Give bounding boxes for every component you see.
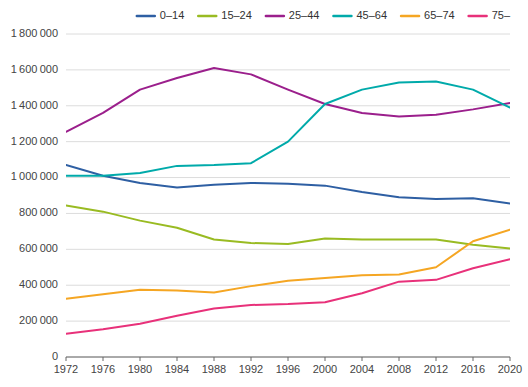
grid-line (66, 177, 510, 178)
x-tick (251, 357, 252, 361)
grid-line (66, 285, 510, 286)
legend-swatch (137, 15, 155, 18)
chart: 0 200 000 400 000 600 000 800 000 1 000 000 1 … (0, 0, 528, 387)
x-axis: 1972 1976 1980 1984 1988 1992 1996 2000 2004 2008… (54, 357, 522, 375)
series-line (66, 230, 510, 299)
legend-label: 45–64 (356, 9, 387, 21)
legend-item: 45–64 (333, 9, 387, 21)
legend-item: 75– (469, 9, 511, 21)
grid-line (66, 213, 510, 214)
x-tick (66, 357, 67, 361)
x-tick-label: 1988 (202, 363, 226, 375)
y-tick-label: 400 000 (19, 278, 58, 290)
legend-item: 25–44 (266, 9, 320, 21)
y-grid (66, 34, 510, 357)
x-tick (399, 357, 400, 361)
legend-swatch (198, 15, 216, 18)
grid-line (66, 321, 510, 322)
series-lines (66, 68, 510, 334)
legend-label: 75– (492, 9, 511, 21)
legend-label: 0–14 (160, 9, 184, 21)
y-tick-label: 1 000 000 (11, 170, 58, 182)
x-tick-label: 1980 (128, 363, 152, 375)
y-tick-label: 1 200 000 (11, 135, 58, 147)
x-tick-label: 2012 (424, 363, 448, 375)
x-tick-label: 2000 (313, 363, 337, 375)
series-line (66, 68, 510, 132)
grid-line (66, 105, 510, 106)
x-tick-label: 2016 (461, 363, 485, 375)
x-tick (214, 357, 215, 361)
x-tick (510, 357, 511, 361)
legend-label: 15–24 (221, 9, 252, 21)
x-tick (177, 357, 178, 361)
grid-line (66, 69, 510, 70)
legend-item: 15–24 (198, 9, 252, 21)
x-tick-label: 1996 (276, 363, 300, 375)
y-tick-label: 1 800 000 (11, 27, 58, 39)
y-tick-label: 1 400 000 (11, 99, 58, 111)
x-tick-label: 2004 (350, 363, 374, 375)
x-tick (436, 357, 437, 361)
x-tick (362, 357, 363, 361)
y-tick-label: 0 (52, 350, 58, 362)
y-tick-labels: 0 200 000 400 000 600 000 800 000 1 000 000 1 … (11, 27, 58, 362)
grid-line (66, 249, 510, 250)
series-line (66, 165, 510, 204)
legend-swatch (333, 15, 351, 18)
y-tick-label: 800 000 (19, 206, 58, 218)
x-tick-label: 2008 (387, 363, 411, 375)
x-tick-label: 1976 (91, 363, 115, 375)
x-tick (288, 357, 289, 361)
legend-item: 0–14 (137, 9, 184, 21)
x-tick-label: 2020 (498, 363, 522, 375)
x-tick-label: 1992 (239, 363, 263, 375)
x-tick (473, 357, 474, 361)
y-tick-label: 200 000 (19, 314, 58, 326)
legend-swatch (469, 15, 487, 18)
series-line (66, 82, 510, 176)
y-tick-label: 600 000 (19, 242, 58, 254)
series-line (66, 259, 510, 333)
grid-line (66, 34, 510, 35)
y-tick-label: 1 600 000 (11, 63, 58, 75)
x-tick (140, 357, 141, 361)
x-tick (325, 357, 326, 361)
x-tick-label: 1984 (165, 363, 189, 375)
legend-label: 25–44 (289, 9, 320, 21)
x-tick (103, 357, 104, 361)
legend-label: 65–74 (424, 9, 455, 21)
series-line (66, 205, 510, 248)
x-tick-label: 1972 (54, 363, 78, 375)
legend-item: 65–74 (401, 9, 455, 21)
legend-swatch (401, 15, 419, 18)
legend-swatch (266, 15, 284, 18)
legend: 0–14 15–24 25–44 45–64 65–74 75– (137, 9, 511, 21)
